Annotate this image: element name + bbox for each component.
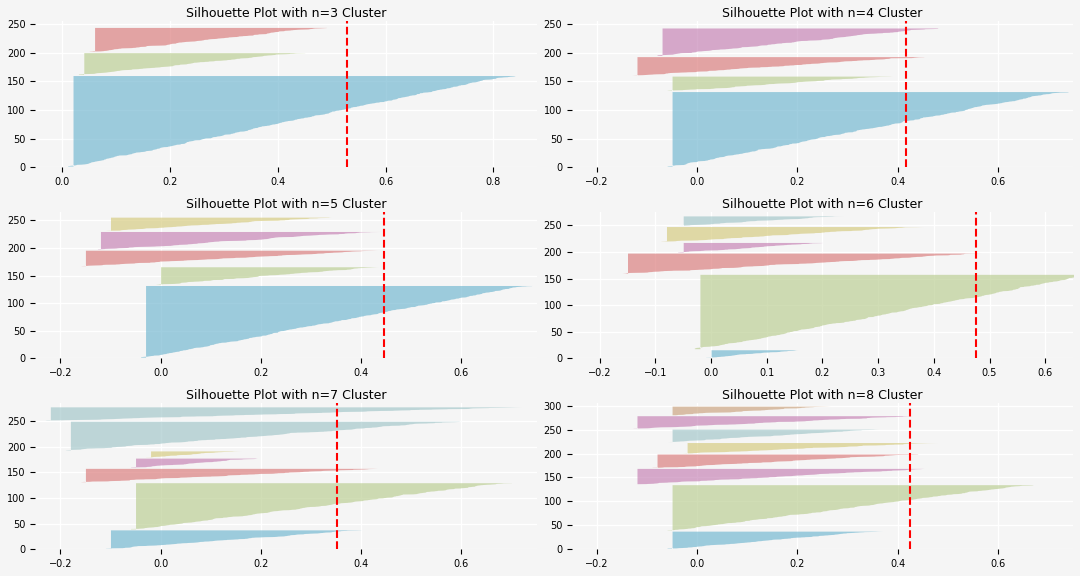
Title: Silhouette Plot with n=3 Cluster: Silhouette Plot with n=3 Cluster: [186, 7, 386, 20]
Title: Silhouette Plot with n=8 Cluster: Silhouette Plot with n=8 Cluster: [723, 389, 922, 402]
Title: Silhouette Plot with n=4 Cluster: Silhouette Plot with n=4 Cluster: [723, 7, 922, 20]
Title: Silhouette Plot with n=6 Cluster: Silhouette Plot with n=6 Cluster: [723, 198, 922, 211]
Title: Silhouette Plot with n=5 Cluster: Silhouette Plot with n=5 Cluster: [186, 198, 387, 211]
Title: Silhouette Plot with n=7 Cluster: Silhouette Plot with n=7 Cluster: [186, 389, 387, 402]
